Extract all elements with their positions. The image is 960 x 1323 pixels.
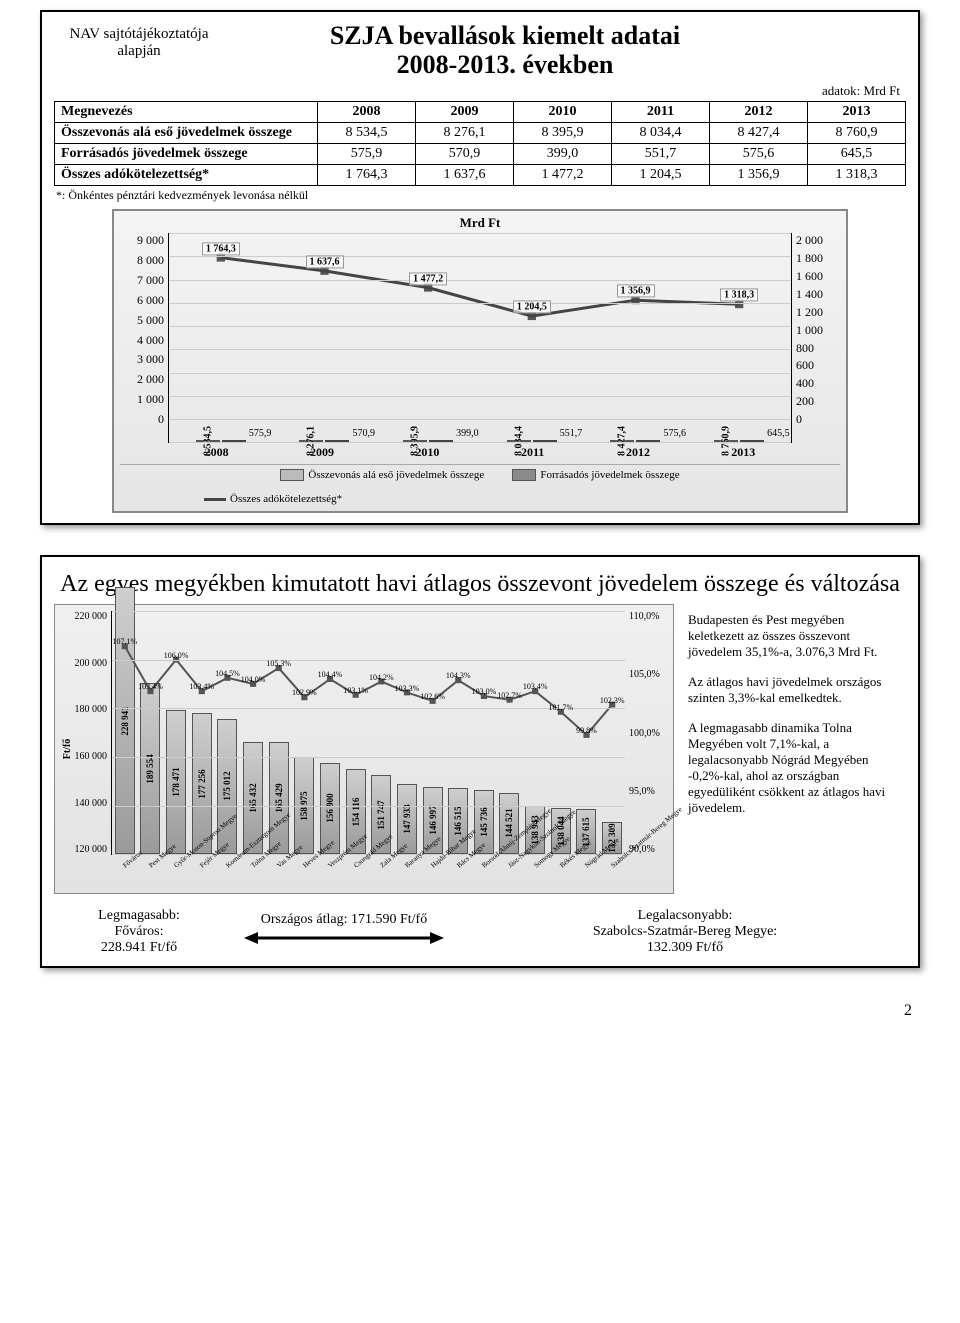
pct-label: 102,6% [420,692,445,701]
bottom-avg: Országos átlag: 171.590 Ft/fő [224,912,464,953]
table-row: Összevonás alá eső jövedelmek összege8 5… [55,123,906,144]
chart1-xaxis: 200820092010201120122013 [164,445,796,460]
pct-label: 102,3% [600,696,625,705]
pct-label: 104,5% [215,669,240,678]
panel1-header: NAV sajtótájékoztatója alapján SZJA beva… [54,22,906,79]
table-cell: 1 318,3 [808,165,906,186]
pct-label: 103,0% [472,687,497,696]
table-cell: 1 477,2 [514,165,612,186]
line-value-label: 1 356,9 [617,285,655,298]
double-arrow-icon [244,928,444,948]
pct-label: 104,0% [241,675,266,684]
table-header-cell: 2012 [710,102,808,123]
pct-label: 103,1% [343,686,368,695]
line-value-label: 1 318,3 [720,289,758,302]
panel1-title: SZJA bevallások kiemelt adatai 2008-2013… [224,22,786,79]
pct-label: 107,1% [112,637,137,646]
chart2-xaxis: FővárosPest MegyeGyőr-Moson-Sopron Megye… [111,857,625,891]
pct-label: 106,0% [164,651,189,660]
chart2-plot: 228 941189 554178 471177 256175 012165 4… [111,611,625,855]
table-cell: 645,5 [808,144,906,165]
nav-note-l2: alapján [54,43,224,60]
county-bar: 178 471 [166,710,186,854]
bottom-max: Legmagasabb: Főváros: 228.941 Ft/fő [54,908,224,956]
panel2-title: Az egyes megyékben kimutatott havi átlag… [54,571,906,598]
chart2-yaxis-left: 220 000200 000180 000160 000140 000120 0… [55,611,111,855]
table-header-cell: Megnevezés [55,102,318,123]
chart1-plot: 8 534,5575,98 276,1570,98 395,9399,08 03… [168,233,792,443]
county-bar: 165 429 [269,742,289,854]
table-cell: 575,9 [318,144,416,165]
pct-label: 101,7% [549,703,574,712]
line-value-label: 1 204,5 [513,301,551,314]
table-cell: 8 534,5 [318,123,416,144]
table-cell: 575,6 [710,144,808,165]
panel-szja: NAV sajtótájékoztatója alapján SZJA beva… [40,10,920,525]
table-cell: 8 427,4 [710,123,808,144]
table-cell: Összevonás alá eső jövedelmek összege [55,123,318,144]
side-p1: Budapesten és Pest megyében keletkezett … [688,612,902,660]
table-cell: 1 764,3 [318,165,416,186]
table-cell: 8 276,1 [416,123,514,144]
county-bar: 175 012 [217,719,237,855]
table-cell: 1 356,9 [710,165,808,186]
side-p3: A legmagasabb dinamika Tolna Megyében vo… [688,720,902,816]
bottom-row: Legmagasabb: Főváros: 228.941 Ft/fő Orsz… [54,908,906,956]
table-cell: 8 034,4 [612,123,710,144]
data-table: Megnevezés200820092010201120122013 Össze… [54,101,906,186]
table-row: Forrásadós jövedelmek összege575,9570,93… [55,144,906,165]
nav-note-l1: NAV sajtótájékoztatója [54,26,224,43]
table-cell: 8 395,9 [514,123,612,144]
pct-label: 103,4% [523,682,548,691]
line-value-label: 1 637,6 [306,255,344,268]
pct-label: 105,3% [266,659,291,668]
pct-label: 103,3% [395,684,420,693]
pct-label: 102,7% [497,691,522,700]
chart1: Mrd Ft 9 0008 0007 0006 0005 0004 0003 0… [112,209,848,513]
legend-bar-b: Forrásadós jövedelmek összege [512,469,679,481]
chart1-legend: Összevonás alá eső jövedelmek összege Fo… [120,464,840,507]
table-header-cell: 2008 [318,102,416,123]
chart2: Ft/fő 220 000200 000180 000160 000140 00… [54,604,674,894]
table-cell: Forrásadós jövedelmek összege [55,144,318,165]
bottom-min: Legalacsonyabb: Szabolcs-Szatmár-Bereg M… [464,908,906,956]
table-cell: 8 760,9 [808,123,906,144]
line-value-label: 1 477,2 [409,272,447,285]
nav-note: NAV sajtótájékoztatója alapján [54,22,224,61]
side-text: Budapesten és Pest megyében keletkezett … [674,604,906,894]
chart1-yaxis-right: 2 0001 8001 6001 4001 2001 0008006004002… [792,233,840,443]
pct-label: 104,4% [318,670,343,679]
legend-bar-a: Összevonás alá eső jövedelmek összege [280,469,484,481]
table-cell: 1 204,5 [612,165,710,186]
table-header-cell: 2009 [416,102,514,123]
table-row: Összes adókötelezettség*1 764,31 637,61 … [55,165,906,186]
table-header-cell: 2011 [612,102,710,123]
chart1-title: Mrd Ft [120,215,840,231]
legend-line: Összes adókötelezettség* [124,493,836,505]
county-bar: 228 941 [115,587,135,854]
pct-label: 104,3% [446,671,471,680]
table-footnote: *: Önkéntes pénztári kedvezmények levoná… [56,188,906,203]
pct-label: 99,8% [576,726,597,735]
line-value-label: 1 764,3 [202,242,240,255]
table-cell: 570,9 [416,144,514,165]
table-cell: Összes adókötelezettség* [55,165,318,186]
table-cell: 551,7 [612,144,710,165]
title-l1: SZJA bevallások kiemelt adatai [224,22,786,51]
chart1-yaxis-left: 9 0008 0007 0006 0005 0004 0003 0002 000… [120,233,168,443]
side-p2: Az átlagos havi jövedelmek országos szin… [688,674,902,706]
page-number: 2 [0,998,960,1034]
pct-label: 103,4% [189,682,214,691]
table-cell: 1 637,6 [416,165,514,186]
table-header-cell: 2013 [808,102,906,123]
pct-label: 103,4% [138,682,163,691]
pct-label: 102,9% [292,688,317,697]
panel-megyek: Az egyes megyékben kimutatott havi átlag… [40,555,920,968]
title-l2: 2008-2013. években [224,51,786,80]
table-cell: 399,0 [514,144,612,165]
pct-label: 104,2% [369,673,394,682]
table-header-cell: 2010 [514,102,612,123]
unit-note: adatok: Mrd Ft [54,83,900,99]
